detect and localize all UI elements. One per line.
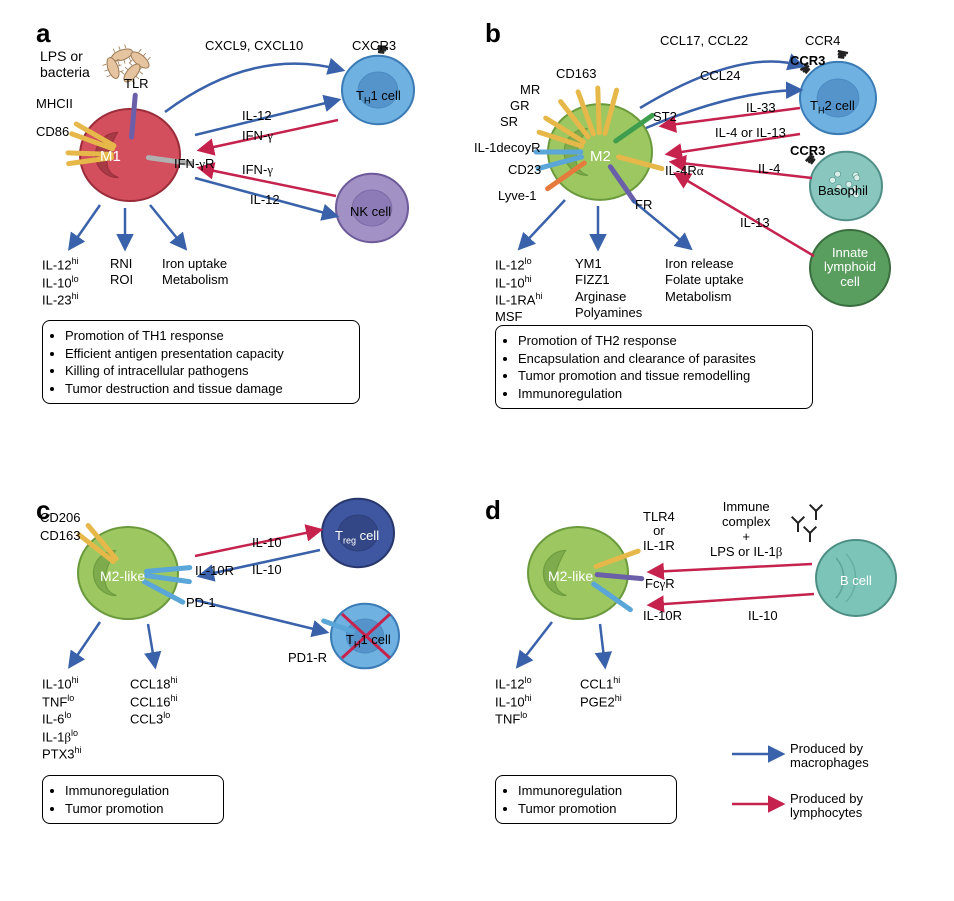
a-out-col3: Iron uptakeMetabolism [162, 256, 228, 289]
d-func-box: ImmunoregulationTumor promotion [495, 775, 677, 824]
b-out2: YM1FIZZ1ArginasePolyamines [575, 256, 642, 321]
b-il413: IL-4 or IL-13 [715, 125, 786, 140]
a-il12-1: IL-12 [242, 108, 272, 123]
a-ifngr: IFN-γR [174, 156, 214, 172]
a-nk: NK cell [350, 204, 391, 219]
b-cd23: CD23 [508, 162, 541, 177]
b-sr: SR [500, 114, 518, 129]
a-cd86: CD86 [36, 124, 69, 139]
d-il10r: IL-10R [643, 608, 682, 623]
b-th2: TH2 cell [810, 98, 855, 116]
c-th1: TH1 cell [346, 632, 391, 650]
a-ifng-1: IFN-γ [242, 128, 273, 144]
b-il13: IL-13 [740, 215, 770, 230]
b-cd163: CD163 [556, 66, 596, 81]
a-cxcr3: CXCR3 [352, 38, 396, 53]
c-il10r: IL-10R [195, 563, 234, 578]
b-baso: Basophil [818, 183, 868, 198]
b-chem1: CCL17, CCL22 [660, 33, 748, 48]
d-m2lbl: M2-like [548, 568, 593, 584]
a-mhc: MHCII [36, 96, 73, 111]
b-ccr4: CCR4 [805, 33, 840, 48]
b-il4ra: IL-4Rα [665, 163, 704, 179]
c-cd206: CD206 [40, 510, 80, 525]
b-gr: GR [510, 98, 530, 113]
a-th1: TH1 cell [356, 88, 401, 106]
b-il33: IL-33 [746, 100, 776, 115]
b-lyve: Lyve-1 [498, 188, 537, 203]
a-out-col2: RNIROI [110, 256, 133, 289]
legend-mac: Produced bymacrophages [790, 742, 869, 771]
panel-a-label: a [36, 18, 50, 49]
a-il12-2: IL-12 [250, 192, 280, 207]
d-bcell: B cell [840, 573, 872, 588]
a-m1: M1 [100, 148, 121, 165]
c-func-box: ImmunoregulationTumor promotion [42, 775, 224, 824]
a-func-box: Promotion of TH1 responseEfficient antig… [42, 320, 360, 404]
b-st2: ST2 [653, 109, 677, 124]
b-il1dr: IL-1decoyR [474, 140, 540, 155]
c-treg: Treg cell [335, 528, 379, 546]
c-pd1: PD-1 [186, 595, 216, 610]
lps-bacteria-label: LPS orbacteria [40, 48, 90, 80]
b-ccr3a: CCR3 [790, 53, 825, 68]
c-out1: IL-10hiTNFloIL-6loIL-1βloPTX3hi [42, 675, 82, 763]
b-ccr3b: CCR3 [790, 143, 825, 158]
d-out2: CCL1hiPGE2hi [580, 675, 622, 710]
b-il4: IL-4 [758, 161, 780, 176]
c-out2: CCL18hiCCL16hiCCL3lo [130, 675, 177, 728]
b-mr: MR [520, 82, 540, 97]
c-il10a: IL-10 [252, 535, 282, 550]
a-ifng-2: IFN-γ [242, 162, 273, 178]
a-chemokines: CXCL9, CXCL10 [205, 38, 303, 53]
c-cd163: CD163 [40, 528, 80, 543]
b-out1: IL-12loIL-10hiIL-1RAhiMSF [495, 256, 542, 325]
b-m2: M2 [590, 148, 611, 165]
d-out1: IL-12loIL-10hiTNFlo [495, 675, 532, 728]
panel-b-label: b [485, 18, 501, 49]
d-tlr4: TLR4orIL-1R [643, 510, 675, 553]
legend-lym: Produced bylymphocytes [790, 792, 863, 821]
a-tlr: TLR [124, 76, 149, 91]
d-fcgr: FcγR [645, 576, 675, 592]
c-m2lbl: M2-like [100, 568, 145, 584]
c-il10b: IL-10 [252, 562, 282, 577]
b-chem2: CCL24 [700, 68, 740, 83]
d-ic: Immunecomplex+LPS or IL-1β [710, 500, 782, 560]
b-ilc: Innatelymphoidcell [824, 246, 876, 289]
b-out3: Iron releaseFolate uptakeMetabolism [665, 256, 744, 305]
c-pd1r: PD1-R [288, 650, 327, 665]
b-fr: FR [635, 197, 652, 212]
panel-d-label: d [485, 495, 501, 526]
a-out-col1: IL-12hiIL-10loIL-23hi [42, 256, 79, 309]
b-func-box: Promotion of TH2 responseEncapsulation a… [495, 325, 813, 409]
d-il10: IL-10 [748, 608, 778, 623]
